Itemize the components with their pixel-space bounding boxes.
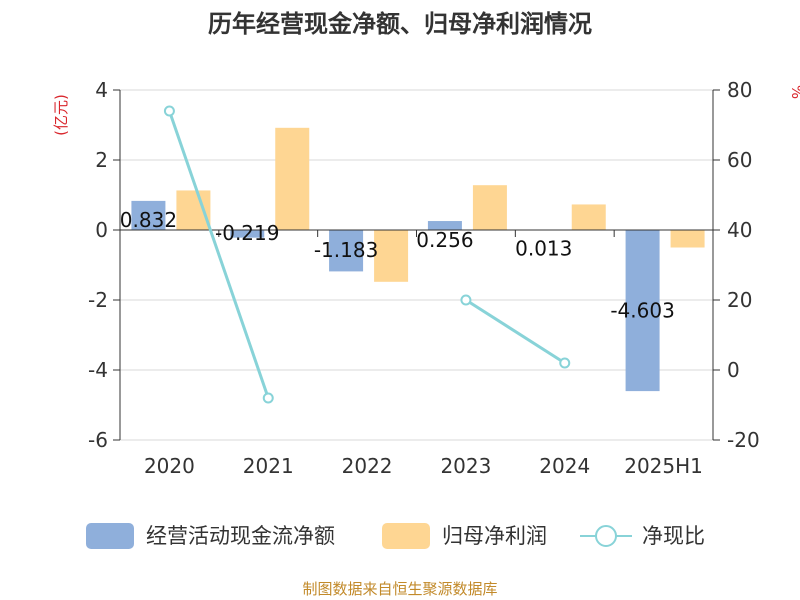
data-label: -0.219 xyxy=(215,221,279,245)
bar-net-profit xyxy=(176,190,211,230)
ratio-line-segment xyxy=(465,298,566,365)
grid xyxy=(120,89,713,441)
category-label: 2025H1 xyxy=(624,454,703,478)
data-label: 0.832 xyxy=(120,208,177,232)
legend-label-operating-cashflow: 经营活动现金流净额 xyxy=(146,524,335,548)
ratio-point xyxy=(163,105,175,117)
bar-net-profit xyxy=(472,185,507,230)
bar-net-profit xyxy=(670,230,705,248)
right-tick-label: 40 xyxy=(727,218,752,242)
left-tick-label: 4 xyxy=(95,78,108,102)
category-label: 2023 xyxy=(440,454,491,478)
ratio-line-segment xyxy=(167,110,270,399)
data-label: 0.013 xyxy=(515,237,572,261)
legend-swatch-net-profit xyxy=(382,523,430,549)
bar-net-profit xyxy=(571,204,606,230)
right-tick-label: -20 xyxy=(727,428,760,452)
bars xyxy=(131,127,705,392)
bar-net-profit xyxy=(275,127,310,230)
right-tick-label: 20 xyxy=(727,288,752,312)
ratio-point xyxy=(460,294,472,306)
category-label: 2024 xyxy=(539,454,590,478)
bar-operating-cashflow xyxy=(131,200,166,230)
data-source: 制图数据来自恒生聚源数据库 xyxy=(302,580,497,598)
bar-operating-cashflow xyxy=(427,221,462,230)
left-tick-label: -4 xyxy=(88,358,108,382)
bar-operating-cashflow xyxy=(230,230,265,238)
right-tick-label: 60 xyxy=(727,148,752,172)
data-label: -1.183 xyxy=(314,238,378,262)
category-label: 2020 xyxy=(144,454,195,478)
left-tick-label: -2 xyxy=(88,288,108,312)
legend-swatch-operating-cashflow xyxy=(86,523,134,549)
right-tick-label: 0 xyxy=(727,358,740,382)
ratio-line xyxy=(163,105,571,404)
legend: 经营活动现金流净额 归母净利润 净现比 xyxy=(86,523,705,549)
ratio-point xyxy=(559,357,571,369)
bar-operating-cashflow xyxy=(625,230,660,392)
legend-label-ratio: 净现比 xyxy=(642,524,705,548)
left-tick-label: 2 xyxy=(95,148,108,172)
data-label: -4.603 xyxy=(610,299,674,323)
category-label: 2021 xyxy=(243,454,294,478)
data-labels: 0.832 -0.219 -1.183 0.256 0.013 -4.603 xyxy=(120,208,675,323)
ratio-point xyxy=(262,392,274,404)
right-tick-label: 80 xyxy=(727,78,752,102)
bar-operating-cashflow xyxy=(329,230,364,272)
data-label: 0.256 xyxy=(416,228,473,252)
left-axis-unit: (亿元) xyxy=(52,94,70,136)
bar-net-profit xyxy=(374,230,409,282)
left-tick-label: 0 xyxy=(95,218,108,242)
legend-label-net-profit: 归母净利润 xyxy=(442,524,547,548)
left-tick-label: -6 xyxy=(88,428,108,452)
right-axis-unit: % xyxy=(788,85,800,99)
category-label: 2022 xyxy=(342,454,393,478)
chart-title: 历年经营现金净额、归母净利润情况 xyxy=(208,10,592,38)
legend-marker-ratio xyxy=(595,525,617,547)
